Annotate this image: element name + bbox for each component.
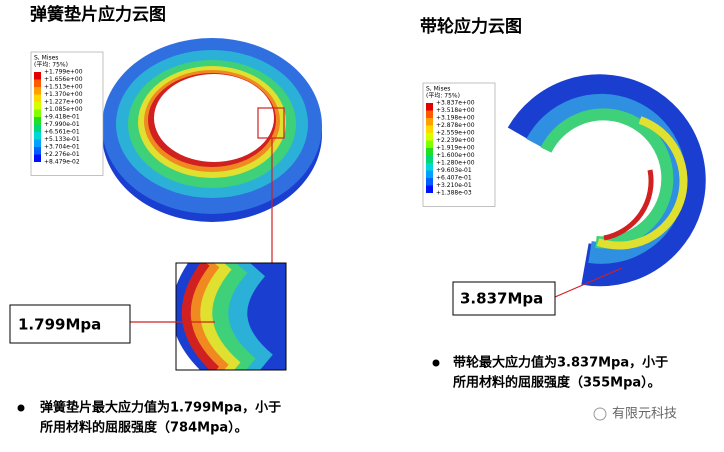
- legend-swatch: [34, 102, 41, 110]
- right-title: 带轮应力云图: [420, 16, 522, 37]
- callout-box: [9, 304, 131, 344]
- legend-value: +6.561e-01: [44, 129, 80, 136]
- watermark-icon: [593, 407, 607, 421]
- legend-swatch: [426, 155, 433, 163]
- legend-value: +1.370e+00: [44, 91, 83, 98]
- legend-value: +9.603e-01: [436, 167, 472, 174]
- legend-swatch: [426, 140, 433, 148]
- legend-value: +9.418e-01: [44, 114, 80, 121]
- legend-value: +8.479e-02: [44, 159, 80, 166]
- legend-swatch: [426, 110, 433, 118]
- legend-value: +6.407e-01: [436, 175, 472, 182]
- legend-value: +1.227e+00: [44, 99, 83, 106]
- legend-box: [30, 51, 104, 176]
- bullet-line: 所用材料的屈服强度（355Mpa）。: [453, 375, 661, 391]
- legend-swatch: [34, 79, 41, 87]
- legend-swatch: [34, 154, 41, 162]
- bullet-line: 带轮最大应力值为3.837Mpa，小于: [453, 355, 668, 371]
- legend-value: +2.239e+00: [436, 137, 475, 144]
- legend-value: +1.085e+00: [44, 106, 83, 113]
- left-title: 弹簧垫片应力云图: [30, 4, 166, 25]
- bullet-line: 弹簧垫片最大应力值为1.799Mpa，小于: [40, 400, 281, 416]
- legend-swatch: [34, 139, 41, 147]
- legend-swatch: [34, 147, 41, 155]
- legend-swatch: [34, 94, 41, 102]
- legend-value: +3.518e+00: [436, 107, 475, 114]
- callout-text: 3.837Mpa: [460, 290, 543, 308]
- legend-swatch: [426, 148, 433, 156]
- legend-title: S, Mises: [426, 86, 450, 93]
- legend-value: +1.656e+00: [44, 76, 83, 83]
- legend-value: +2.878e+00: [436, 122, 475, 129]
- callout-box: [452, 281, 556, 316]
- legend-swatch: [34, 87, 41, 95]
- legend-swatch: [426, 118, 433, 126]
- legend-swatch: [34, 72, 41, 80]
- callout-text: 1.799Mpa: [18, 316, 101, 334]
- legend-value: +1.388e-03: [436, 190, 472, 197]
- legend-swatch: [34, 117, 41, 125]
- legend-box: [422, 82, 496, 207]
- legend-swatch: [426, 125, 433, 133]
- zoom-view: [130, 262, 287, 371]
- legend-value: +3.198e+00: [436, 115, 475, 122]
- legend-title: S, Mises: [34, 55, 58, 62]
- watermark: 有限元科技: [612, 407, 677, 422]
- legend-swatch: [426, 170, 433, 178]
- legend-swatch: [426, 178, 433, 186]
- legend-value: +3.704e-01: [44, 144, 80, 151]
- legend-value: +1.919e+00: [436, 145, 475, 152]
- legend-subtitle: (平均: 75%): [34, 61, 68, 69]
- legend-swatch: [34, 124, 41, 132]
- legend-value: +1.280e+00: [436, 160, 475, 167]
- legend-value: +3.837e+00: [436, 100, 475, 107]
- legend-value: +1.799e+00: [44, 69, 83, 76]
- legend-value: +1.600e+00: [436, 152, 475, 159]
- legend-value: +5.133e-01: [44, 136, 80, 143]
- pulley-model: [507, 74, 706, 298]
- legend-value: +2.559e+00: [436, 130, 475, 137]
- bullet-dot: [17, 404, 25, 412]
- legend-swatch: [426, 185, 433, 193]
- bullet-dot: [432, 359, 440, 367]
- legend-subtitle: (平均: 75%): [426, 92, 460, 100]
- legend-swatch: [34, 132, 41, 140]
- legend-value: +3.210e-01: [436, 182, 472, 189]
- legend-swatch: [426, 133, 433, 141]
- legend-swatch: [426, 163, 433, 171]
- legend-swatch: [34, 109, 41, 117]
- legend-value: +2.276e-01: [44, 151, 80, 158]
- legend-swatch: [426, 103, 433, 111]
- legend-value: +1.513e+00: [44, 84, 83, 91]
- legend-value: +7.990e-01: [44, 121, 80, 128]
- bullet-line: 所用材料的屈服强度（784Mpa）。: [40, 420, 248, 436]
- washer-model: [102, 38, 322, 263]
